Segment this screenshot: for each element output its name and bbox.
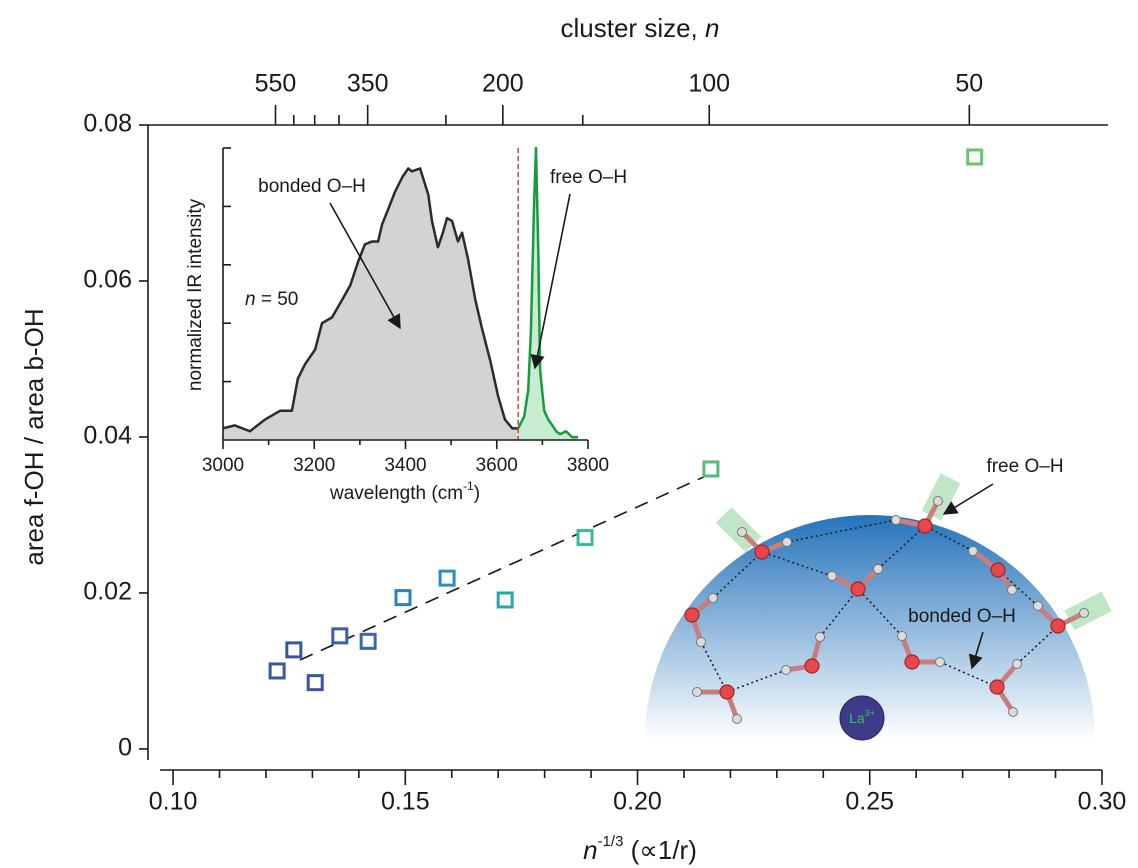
inset-annotation: free O–H <box>550 167 627 188</box>
label-part: -1 <box>463 479 474 493</box>
data-point <box>394 589 412 607</box>
h-bond <box>924 525 974 552</box>
inset-annotation: bonded O–H <box>258 176 366 197</box>
label-part: cluster size, <box>561 13 706 43</box>
la-ion <box>839 695 885 741</box>
top-tick-label: 550 <box>255 70 297 98</box>
water <box>897 631 945 670</box>
label-part: n <box>583 835 597 865</box>
inset-x-tick-label: 3600 <box>476 455 518 476</box>
y-tick-label: 0.04 <box>83 422 132 450</box>
inset-annotation: n = 50 <box>245 289 298 310</box>
label-part: (∝1/r) <box>623 835 696 865</box>
y-tick-label: 0.02 <box>83 578 132 606</box>
spectrum-area <box>223 168 519 440</box>
h-bond <box>997 569 1039 607</box>
data-point <box>331 627 349 645</box>
x-tick-label: 0.15 <box>381 788 430 816</box>
inset-y-axis-label: normalized IR intensity <box>185 198 206 391</box>
water <box>891 496 943 534</box>
x-tick-label: 0.10 <box>149 788 198 816</box>
inset-x-tick-label: 3800 <box>567 455 609 476</box>
water <box>692 684 742 724</box>
cluster-illustration: La3+ free O–H bonded O–H <box>645 456 1112 741</box>
free-oh-label: free O–H <box>986 456 1063 477</box>
h-bond <box>786 519 897 543</box>
inset-x-tick-label: 3200 <box>293 455 335 476</box>
h-bond <box>712 551 763 599</box>
axis-label: wavelength (cm-1) <box>329 479 480 504</box>
x-tick-label: 0.30 <box>1078 788 1127 816</box>
water <box>989 659 1022 717</box>
h-bond <box>1016 625 1059 665</box>
h-bond <box>726 669 787 693</box>
water-molecules <box>684 496 1089 724</box>
ion-charge: 3+ <box>865 708 875 718</box>
data-point <box>268 662 286 680</box>
annotation-arrow <box>968 631 984 670</box>
data-point <box>306 674 324 692</box>
h-bond <box>857 588 903 637</box>
label-part: n <box>705 13 719 43</box>
inset-x-tick-label: 3000 <box>202 455 244 476</box>
fit-line <box>299 472 712 661</box>
axis-label: cluster size, n <box>561 13 720 43</box>
data-point <box>285 641 303 659</box>
data-point <box>496 591 514 609</box>
data-point <box>966 148 984 166</box>
top-tick-label: 100 <box>688 70 730 98</box>
top-tick-label: 200 <box>482 70 524 98</box>
data-point <box>359 632 377 650</box>
spectrum-line <box>517 146 578 439</box>
water <box>737 527 792 560</box>
y-tick-label: 0 <box>118 734 132 762</box>
label-part: wavelength (cm <box>329 483 463 504</box>
water <box>1033 601 1089 634</box>
annotation-arrow <box>329 202 401 330</box>
annotation-arrow <box>530 193 571 370</box>
ion-symbol: La <box>849 710 865 726</box>
y-axis-label: area f-OH / area b-OH <box>19 308 49 565</box>
data-point <box>702 460 720 478</box>
label-part: ) <box>474 483 480 504</box>
hydrogen-bonds <box>700 519 1059 693</box>
x-tick-label: 0.25 <box>845 788 894 816</box>
water <box>968 546 1017 595</box>
ion-label: La3+ <box>849 708 875 725</box>
cluster-dome <box>645 515 1095 740</box>
h-bond <box>819 588 859 638</box>
water <box>684 593 718 647</box>
label-part: -1/3 <box>598 833 624 850</box>
data-point <box>576 529 594 547</box>
x-tick-label: 0.20 <box>613 788 662 816</box>
data-point <box>438 569 456 587</box>
inset-x-tick-label: 3400 <box>384 455 426 476</box>
water <box>827 564 883 597</box>
h-bond <box>877 525 926 570</box>
h-bond <box>700 641 728 693</box>
h-bond <box>761 551 833 577</box>
spectrum-line <box>222 167 519 433</box>
axis-label: n-1/3 (∝1/r) <box>583 833 697 865</box>
free-oh-highlight <box>921 473 961 521</box>
annotation-arrow <box>942 483 994 515</box>
y-tick-label: 0.06 <box>83 266 132 294</box>
h-bond <box>939 661 998 688</box>
y-tick-label: 0.08 <box>83 110 132 138</box>
top-tick-label: 350 <box>347 70 389 98</box>
label-part: = 50 <box>256 289 299 310</box>
top-tick-label: 50 <box>955 70 983 98</box>
bonded-oh-label: bonded O–H <box>908 606 1016 627</box>
water <box>781 632 825 675</box>
label-part: n <box>245 289 256 310</box>
